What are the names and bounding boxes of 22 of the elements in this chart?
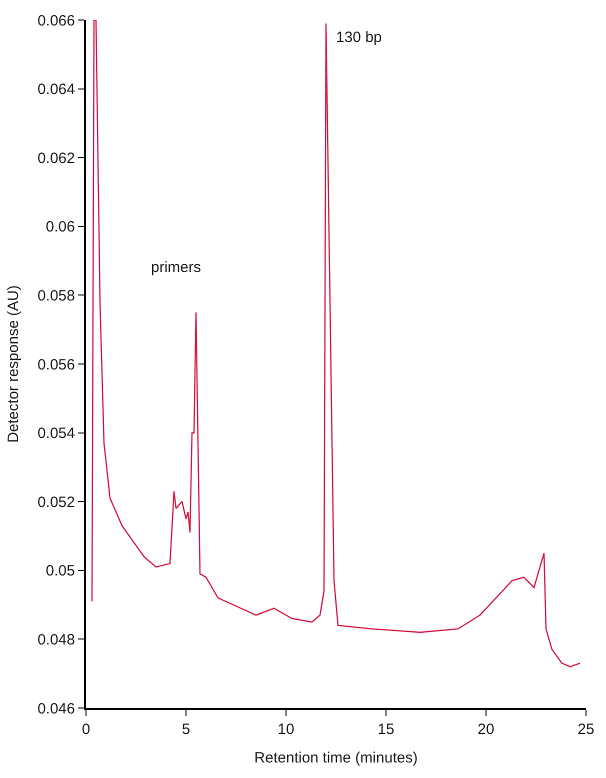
line-series: [91, 20, 581, 668]
x-tick-label: 15: [378, 721, 394, 738]
x-tick-label: 10: [278, 721, 294, 738]
y-tick-label: 0.064: [37, 81, 75, 98]
y-tick-label: 0.06: [46, 218, 75, 236]
y-tick-label: 0.066: [37, 12, 75, 30]
y-tick-label: 0.056: [37, 356, 75, 374]
y-tick-label: 0.046: [37, 700, 75, 718]
x-tick-label: 25: [578, 721, 594, 738]
annotation: primers: [151, 259, 202, 276]
y-tick-label: 0.062: [37, 150, 75, 167]
y-tick-label: 0.048: [37, 631, 75, 648]
y-tick-label: 0.054: [37, 425, 75, 442]
x-tick-label: 0: [82, 721, 90, 738]
x-tick-label: 5: [182, 721, 190, 738]
y-tick-label: 0.05: [46, 562, 75, 580]
y-tick-label: 0.058: [37, 287, 75, 304]
x-tick-label: 20: [478, 721, 494, 738]
annotation: 130 bp: [336, 29, 382, 46]
y-tick-label: 0.052: [37, 494, 75, 511]
y-axis-title: Detector response (AU): [5, 285, 22, 443]
x-axis-title: Retention time (minutes): [254, 750, 418, 766]
